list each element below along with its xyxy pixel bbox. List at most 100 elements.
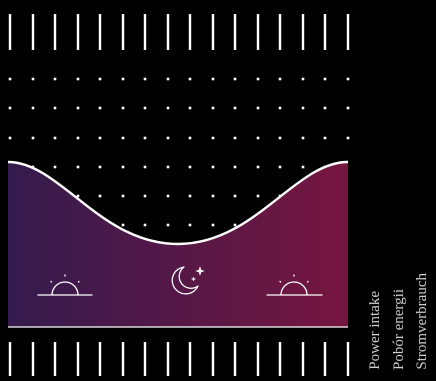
grid-dot bbox=[233, 106, 237, 110]
grid-dot bbox=[211, 194, 215, 198]
bottom-bar bbox=[143, 342, 147, 376]
grid-dot bbox=[143, 136, 147, 140]
grid-dot bbox=[278, 136, 282, 140]
label-english: Power intake bbox=[367, 291, 383, 370]
grid-dot bbox=[53, 136, 57, 140]
grid-dot bbox=[98, 165, 102, 169]
grid-dot bbox=[301, 136, 305, 140]
grid-dot bbox=[8, 136, 12, 140]
sunset-icon bbox=[266, 274, 323, 296]
label-column: Power intake Pobór energii Stromverbrauc… bbox=[360, 0, 436, 376]
grid-dot bbox=[76, 165, 80, 169]
grid-dot bbox=[256, 136, 260, 140]
top-bar bbox=[256, 14, 260, 50]
top-bar bbox=[8, 14, 12, 50]
grid-dot bbox=[188, 106, 192, 110]
grid-dot bbox=[121, 165, 125, 169]
label-polish: Pobór energii bbox=[391, 289, 407, 370]
grid-dot bbox=[188, 77, 192, 81]
bottom-bar bbox=[31, 342, 35, 376]
grid-dot bbox=[188, 165, 192, 169]
grid-dot bbox=[98, 106, 102, 110]
sunrise-icon bbox=[37, 274, 93, 296]
bottom-bar bbox=[211, 342, 215, 376]
top-bar-row bbox=[8, 14, 350, 50]
grid-dot bbox=[76, 77, 80, 81]
bottom-bar bbox=[278, 342, 282, 376]
grid-dot bbox=[256, 106, 260, 110]
grid-dot bbox=[211, 77, 215, 81]
top-bar bbox=[188, 14, 192, 50]
grid-dot bbox=[166, 223, 170, 227]
grid-dot bbox=[166, 77, 170, 81]
top-bar bbox=[278, 14, 282, 50]
grid-dot bbox=[121, 223, 125, 227]
top-bar bbox=[121, 14, 125, 50]
top-bar bbox=[323, 14, 327, 50]
grid-dot bbox=[346, 136, 350, 140]
grid-dot bbox=[301, 165, 305, 169]
grid-dot bbox=[211, 136, 215, 140]
grid-dot bbox=[323, 106, 327, 110]
bottom-bar bbox=[76, 342, 80, 376]
bottom-bar bbox=[121, 342, 125, 376]
top-bar bbox=[346, 14, 350, 50]
grid-dot bbox=[143, 165, 147, 169]
grid-dot bbox=[323, 136, 327, 140]
grid-dot bbox=[256, 77, 260, 81]
bottom-bar bbox=[98, 342, 102, 376]
top-bar bbox=[211, 14, 215, 50]
label-german: Stromverbrauch bbox=[414, 273, 430, 370]
grid-dot bbox=[121, 194, 125, 198]
bottom-bar-row bbox=[8, 342, 350, 376]
grid-dot bbox=[323, 77, 327, 81]
grid-dot bbox=[166, 106, 170, 110]
grid-dot bbox=[346, 106, 350, 110]
top-bar bbox=[98, 14, 102, 50]
grid-dot bbox=[233, 223, 237, 227]
grid-dot bbox=[76, 106, 80, 110]
bottom-bar bbox=[233, 342, 237, 376]
grid-dot bbox=[278, 165, 282, 169]
grid-dot bbox=[346, 77, 350, 81]
top-bar bbox=[143, 14, 147, 50]
grid-dot bbox=[166, 136, 170, 140]
usage-curve bbox=[7, 160, 349, 246]
grid-dot bbox=[53, 106, 57, 110]
bottom-bar bbox=[346, 342, 350, 376]
top-bar bbox=[166, 14, 170, 50]
grid-dot bbox=[233, 136, 237, 140]
bottom-bar bbox=[8, 342, 12, 376]
grid-dot bbox=[121, 77, 125, 81]
grid-dot bbox=[98, 194, 102, 198]
top-bar bbox=[31, 14, 35, 50]
grid-dot bbox=[188, 136, 192, 140]
grid-dot bbox=[31, 106, 35, 110]
bottom-bar bbox=[53, 342, 57, 376]
top-bar bbox=[53, 14, 57, 50]
top-bar bbox=[233, 14, 237, 50]
grid-dot bbox=[211, 223, 215, 227]
grid-dot bbox=[256, 165, 260, 169]
bottom-bar bbox=[301, 342, 305, 376]
bottom-bar bbox=[256, 342, 260, 376]
top-bar bbox=[76, 14, 80, 50]
grid-dot bbox=[166, 194, 170, 198]
grid-dot bbox=[8, 106, 12, 110]
grid-dot bbox=[31, 77, 35, 81]
grid-dot bbox=[143, 194, 147, 198]
grid-dot bbox=[211, 165, 215, 169]
grid-dot bbox=[278, 106, 282, 110]
grid-dot bbox=[278, 77, 282, 81]
grid-dot bbox=[76, 136, 80, 140]
grid-dot bbox=[8, 77, 12, 81]
grid-dot bbox=[188, 223, 192, 227]
grid-dot bbox=[166, 165, 170, 169]
bottom-bar bbox=[188, 342, 192, 376]
grid-dot bbox=[53, 165, 57, 169]
grid-dot bbox=[188, 194, 192, 198]
grid-dot bbox=[98, 77, 102, 81]
moon-stars-icon bbox=[171, 266, 205, 295]
grid-dot bbox=[143, 223, 147, 227]
grid-dot bbox=[53, 77, 57, 81]
